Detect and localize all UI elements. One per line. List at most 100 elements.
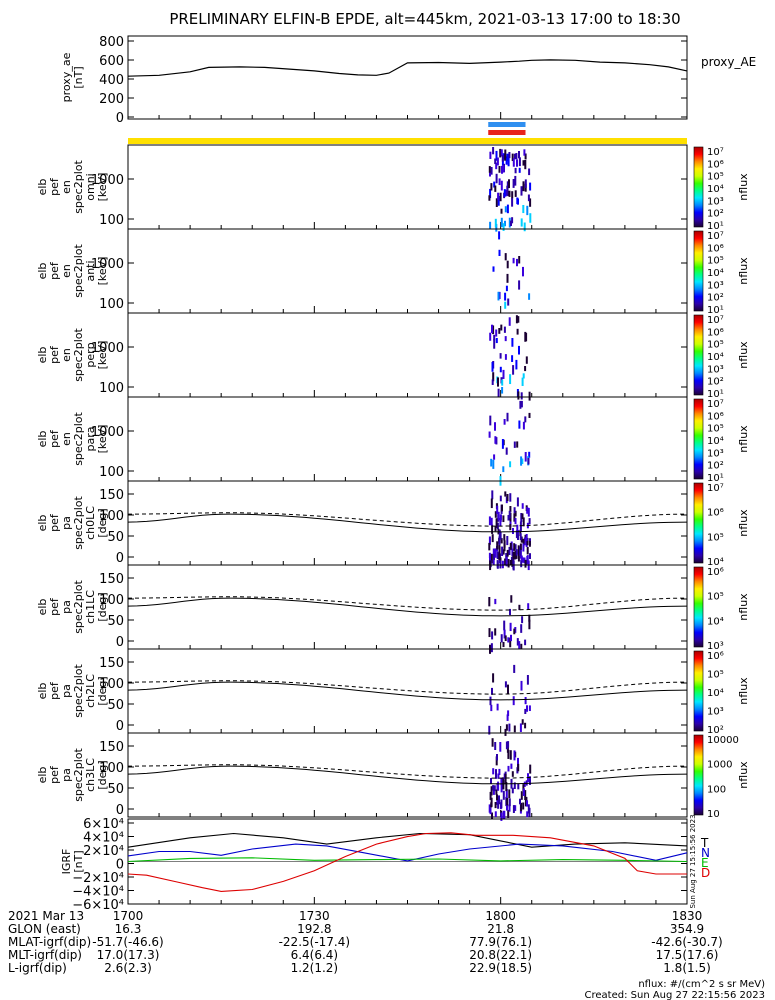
colorbar-tick: 10³ xyxy=(707,707,724,718)
spectrogram-pixel xyxy=(514,510,517,517)
spectrogram-pixel xyxy=(507,559,510,568)
spectrogram-pixel xyxy=(508,789,511,799)
ytick-label: −6×10⁴ xyxy=(72,898,124,913)
spectrogram-pixel xyxy=(524,722,527,729)
footer-cell: 77.9(76.1) xyxy=(469,935,532,949)
ylabel-line: omni xyxy=(84,173,97,200)
ytick-label: 200 xyxy=(99,92,124,107)
ylabel-line: en xyxy=(60,432,73,446)
colorbar-tick: 10⁵ xyxy=(707,172,724,183)
colorbar-tick: 10¹ xyxy=(707,221,724,232)
spectrogram-pixel xyxy=(502,223,505,231)
spectrogram-pixel xyxy=(528,168,531,176)
spectrogram-pixel xyxy=(490,556,493,562)
ytick-label: 0 xyxy=(116,635,124,650)
spectrogram-pixel xyxy=(520,400,523,408)
spectrogram-pixel xyxy=(491,524,494,534)
ytick-label: −4×10⁴ xyxy=(72,885,124,900)
ylabel-line: elb xyxy=(36,347,49,364)
colorbar-tick: 10 xyxy=(707,809,720,820)
spectrogram-pixel xyxy=(523,149,526,156)
ytick-label: 2×10⁴ xyxy=(83,844,124,859)
colorbar-tick: 10² xyxy=(707,461,724,472)
ylabel-line: [keV] xyxy=(96,341,109,370)
spectrogram-pixel xyxy=(504,220,506,227)
spectrogram-pixel xyxy=(493,339,496,349)
spectrogram-pixel xyxy=(513,750,516,761)
spectrogram-pixel xyxy=(494,742,497,751)
spectrogram-pixel xyxy=(504,336,507,342)
spectrogram-pixel xyxy=(505,447,508,455)
spectrogram-pixel xyxy=(519,543,522,550)
spectrogram-pixel xyxy=(526,705,528,712)
proxy-ae-side-label: proxy_AE xyxy=(701,55,756,69)
spectrogram-pixel xyxy=(523,781,526,787)
spectrogram-pixel xyxy=(498,553,501,560)
loss-cone-line xyxy=(127,513,688,533)
spectrogram-pixel xyxy=(500,217,503,227)
spectrogram-pixel xyxy=(489,696,492,706)
spectrogram-pixel xyxy=(488,166,491,173)
anti-loss-cone-line xyxy=(128,512,688,527)
spectrogram-pixel xyxy=(528,391,531,401)
spectrogram-pixel xyxy=(492,459,495,469)
panel-frame xyxy=(127,732,688,818)
spectrogram-pixel xyxy=(516,159,518,167)
spectrogram-pixel xyxy=(516,524,519,534)
spectrogram-pixel xyxy=(490,778,492,784)
spectrogram-pixel xyxy=(512,179,515,188)
footer-cell: 16.3 xyxy=(115,922,142,936)
spectrogram-pixel xyxy=(510,595,513,603)
spectrogram-pixel xyxy=(514,518,517,525)
spectrogram-pixel xyxy=(528,541,531,547)
spectrogram-pixel xyxy=(502,549,505,555)
footer-cell: 6.4(6.4) xyxy=(291,948,339,962)
anti-loss-cone-line xyxy=(128,764,688,779)
spectrogram-pixel xyxy=(526,537,529,546)
igrf-line-E xyxy=(127,857,688,863)
anti-loss-cone-line xyxy=(128,680,688,695)
colorbar-label: nflux xyxy=(737,425,750,453)
spectrogram-pixel xyxy=(489,554,491,563)
spectrogram-pixel xyxy=(528,293,531,300)
spectrogram-pixel xyxy=(512,257,515,264)
colorbar-tick: 10¹ xyxy=(707,305,724,316)
spectrogram-pixel xyxy=(494,158,497,165)
colorbar-tick: 10⁴ xyxy=(707,352,724,363)
spectrogram-pixel xyxy=(491,631,494,640)
spectrogram-pixel xyxy=(504,773,507,784)
spectrogram-pixel xyxy=(526,800,528,807)
spectrogram-pixel xyxy=(488,195,491,201)
spectrogram-pixel xyxy=(522,266,524,277)
spectrogram-pixel xyxy=(507,710,510,717)
spectrogram-pixel xyxy=(527,603,530,609)
spectrogram-pixel xyxy=(522,788,525,796)
spectrogram-pixel xyxy=(518,641,521,649)
ytick-label: −2×10⁴ xyxy=(72,871,124,886)
spectrogram-pixel xyxy=(509,559,512,566)
ylabel-line: pa xyxy=(60,516,73,530)
colorbar-tick: 10⁴ xyxy=(707,688,724,699)
colorbar-tick: 10³ xyxy=(707,280,724,291)
ylabel-line: [keV] xyxy=(96,425,109,454)
panel-frame xyxy=(127,480,688,566)
spectrogram-pixel xyxy=(511,153,514,162)
timestamp-stamp: Sun Aug 27 15:15:56 2023 xyxy=(689,814,697,908)
spectrogram-pixel xyxy=(497,803,500,809)
science-zone-bars xyxy=(128,122,687,144)
spectrogram-pixel xyxy=(497,388,500,397)
spectrogram-pixel xyxy=(492,266,495,272)
ylabel-line: spec2plot xyxy=(72,748,85,802)
spectrogram-pixel xyxy=(502,779,505,790)
colorbar-tick: 10¹ xyxy=(707,473,724,484)
spectrogram-pixel xyxy=(517,316,520,323)
spectrogram-pixel xyxy=(500,799,503,809)
colorbar-tick: 10³ xyxy=(707,196,724,207)
spectrogram-pixel xyxy=(499,531,502,540)
spectrogram-pixel xyxy=(504,354,507,360)
footer-cell: 192.8 xyxy=(297,922,331,936)
spectrogram-pixel xyxy=(522,421,525,430)
spectrogram-pixel xyxy=(518,345,520,355)
spectrogram-pixel xyxy=(503,540,506,548)
